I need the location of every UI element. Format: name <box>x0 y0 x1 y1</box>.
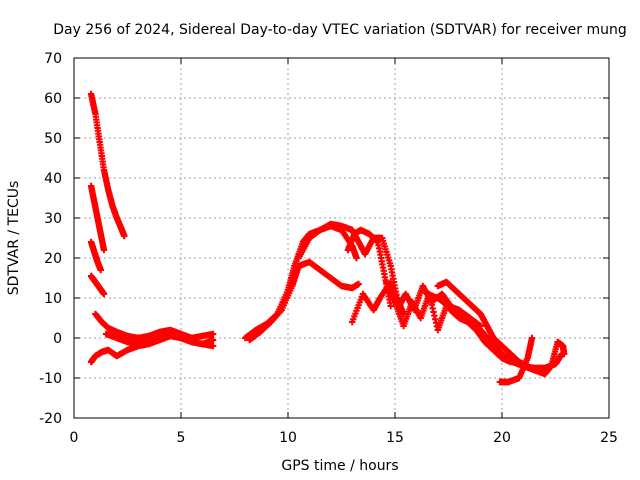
y-axis-label: SDTVAR / TECUs <box>6 181 22 296</box>
series-hump-b <box>344 226 394 310</box>
data-point <box>121 232 128 240</box>
y-tick-label: -10 <box>39 371 62 387</box>
data-point <box>209 342 217 350</box>
series-late-c <box>423 290 566 372</box>
series-low-upper <box>92 310 217 342</box>
axis-ticks: 0 5 10 15 20 25 -20 -10 0 10 20 30 40 50 60 70 <box>39 51 618 446</box>
series-steep-60 <box>87 90 128 240</box>
y-tick-label: 50 <box>44 131 62 147</box>
series-late-d <box>496 334 536 386</box>
data-point <box>560 350 568 358</box>
data-point <box>100 290 108 298</box>
y-tick-label: 60 <box>44 91 62 107</box>
x-tick-label: 10 <box>279 430 297 446</box>
series-rise-a <box>242 222 360 342</box>
data-point <box>355 280 362 288</box>
series-steep-24 <box>87 238 104 274</box>
y-tick-label: 20 <box>44 251 62 267</box>
x-tick-label: 0 <box>70 430 79 446</box>
x-tick-label: 20 <box>493 430 511 446</box>
y-tick-label: 10 <box>44 291 62 307</box>
x-tick-label: 25 <box>600 430 618 446</box>
x-axis-label: GPS time / hours <box>281 458 398 474</box>
plot-frame <box>73 57 610 419</box>
y-tick-label: -20 <box>39 411 62 427</box>
series-steep-38 <box>87 182 108 254</box>
data-point <box>353 254 360 262</box>
series-steep-16 <box>87 272 108 298</box>
data-point <box>528 334 536 342</box>
series-rise-b <box>246 258 362 344</box>
data-point <box>209 330 217 338</box>
data-point <box>100 246 108 254</box>
y-tick-label: 70 <box>44 51 62 67</box>
series-low-lower <box>87 332 217 366</box>
y-tick-label: 0 <box>53 331 62 347</box>
x-tick-label: 15 <box>386 430 404 446</box>
x-tick-label: 5 <box>177 430 186 446</box>
chart-title: Day 256 of 2024, Sidereal Day-to-day VTE… <box>53 22 627 38</box>
y-tick-label: 40 <box>44 171 62 187</box>
data-series <box>87 90 568 386</box>
series-wiggle-b <box>383 278 450 334</box>
data-point <box>209 336 217 344</box>
series-tail <box>520 338 568 378</box>
data-point <box>387 302 394 310</box>
data-point <box>97 266 104 274</box>
y-tick-label: 30 <box>44 211 62 227</box>
series-late-a <box>434 278 531 370</box>
